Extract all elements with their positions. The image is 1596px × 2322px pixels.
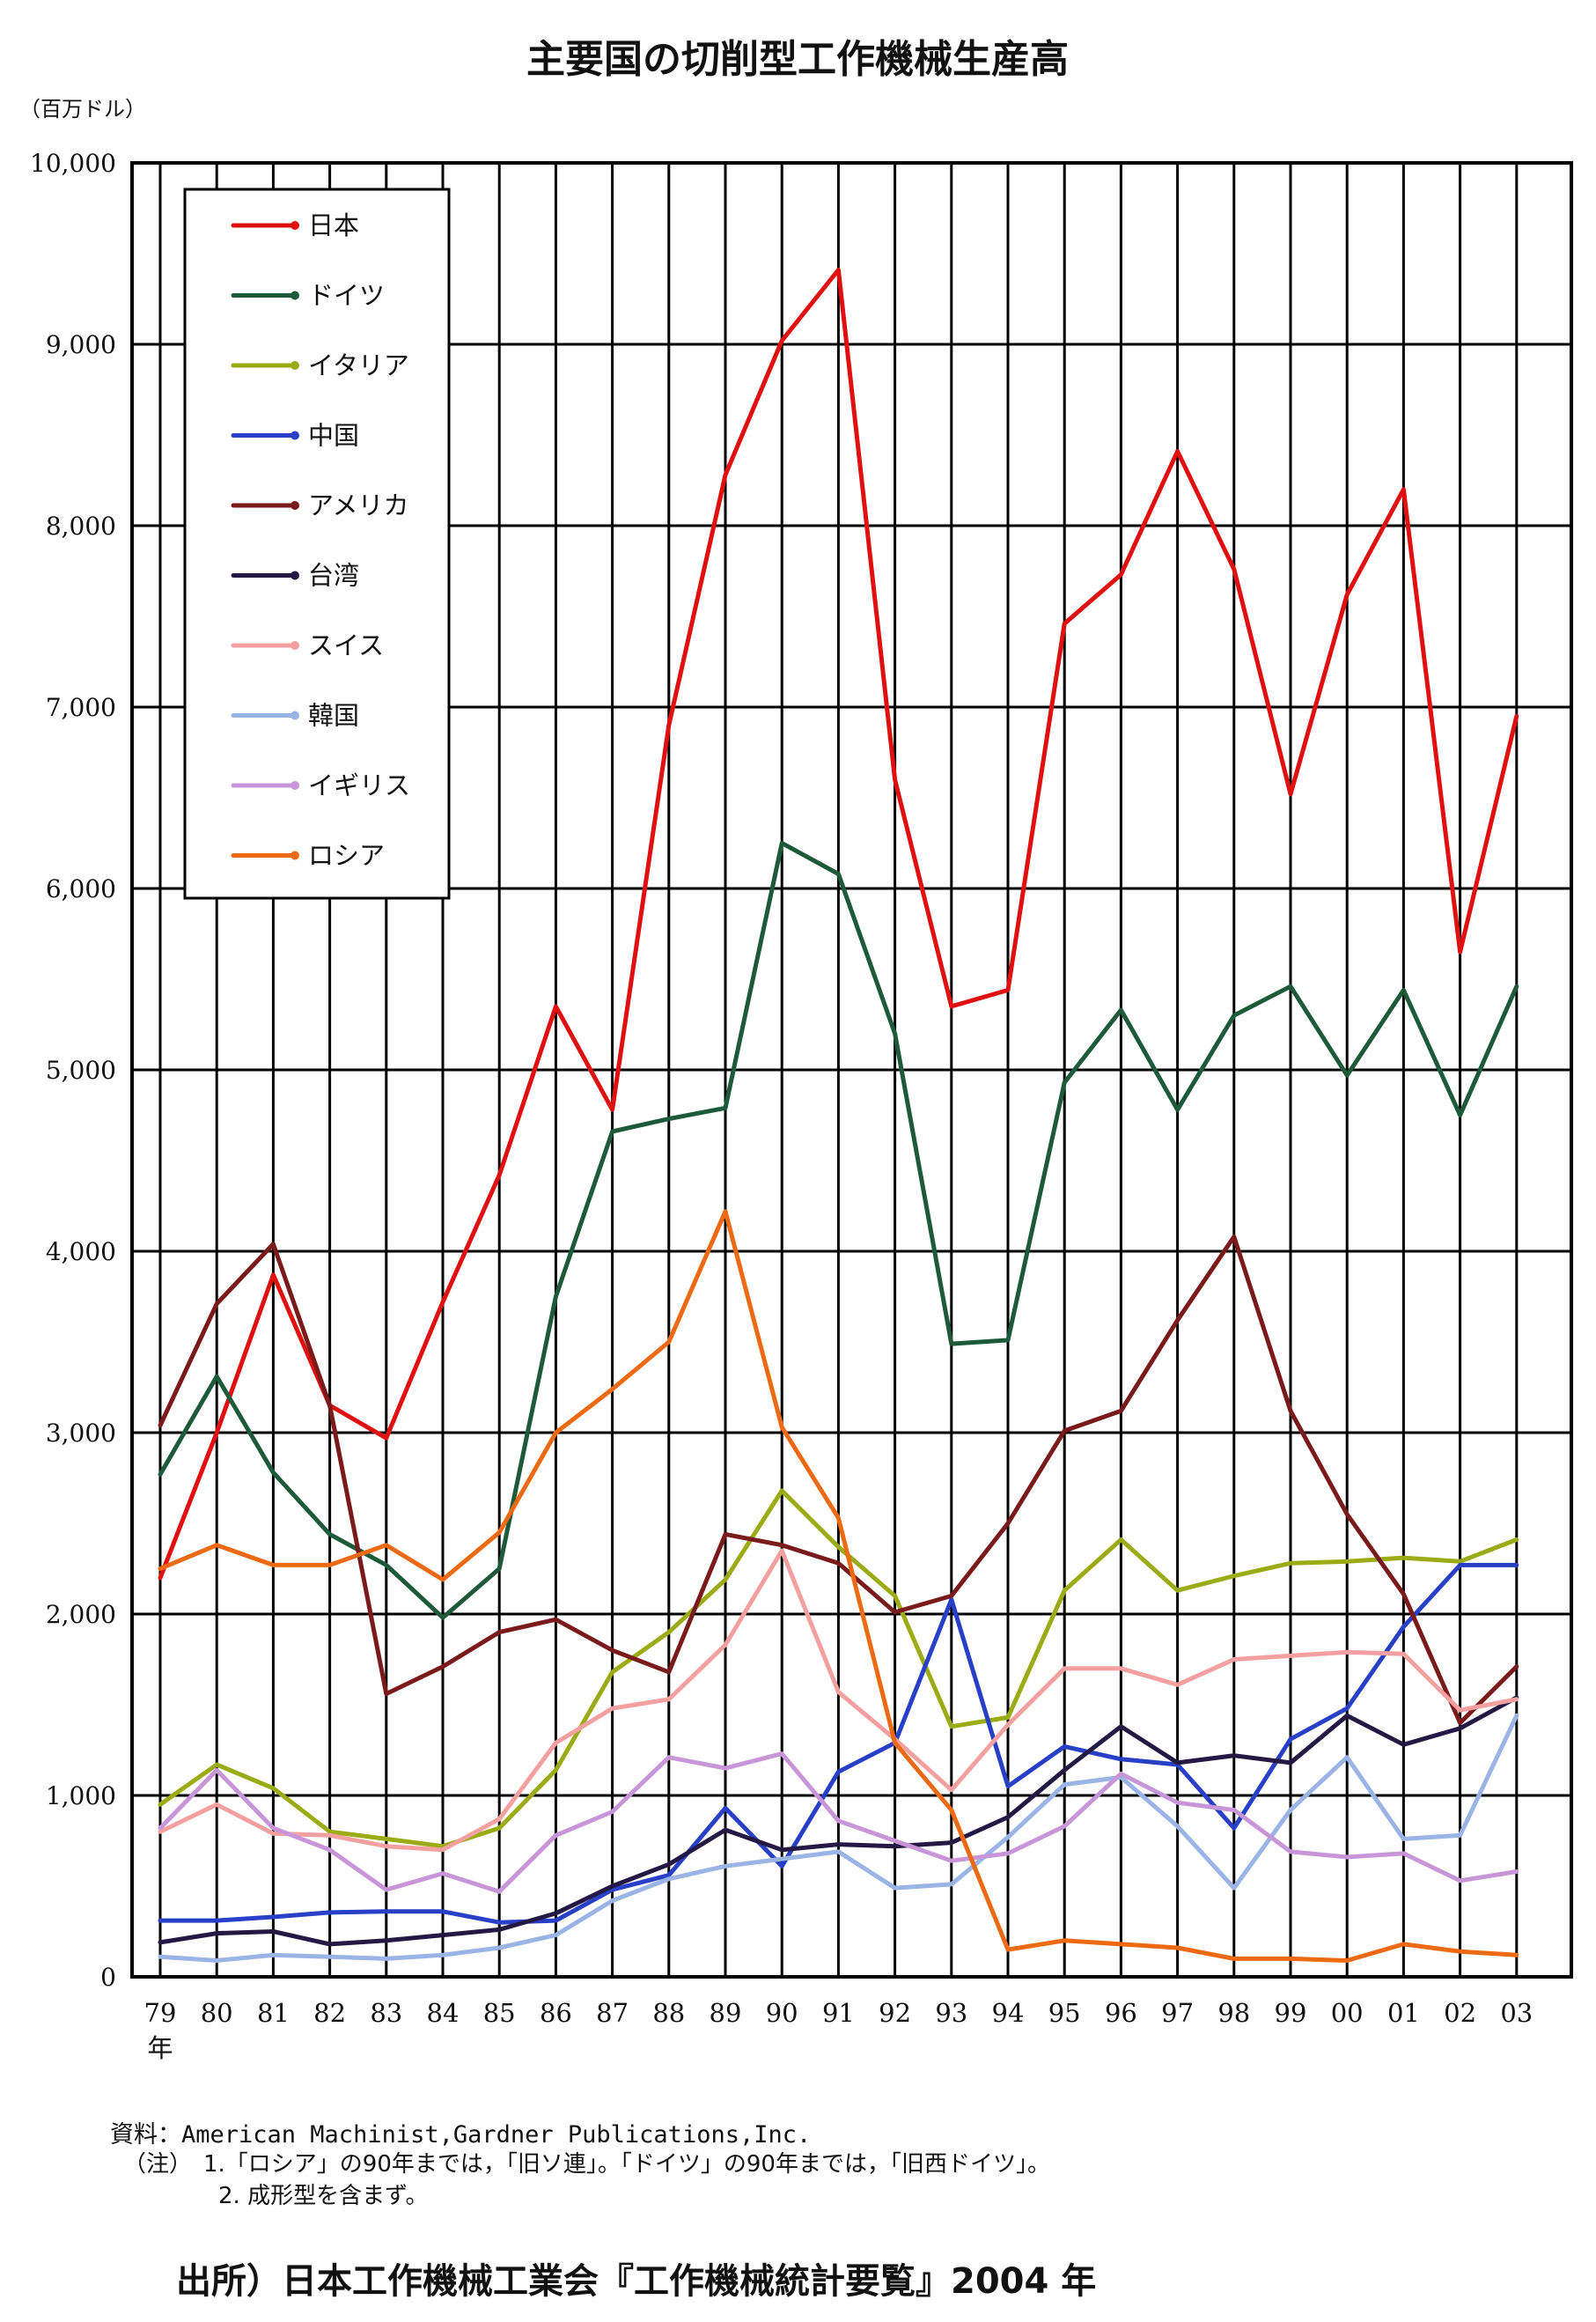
x-tick-label-24: 03 <box>1500 1998 1533 2028</box>
legend-marker-0 <box>291 221 299 230</box>
series-line-7 <box>158 1713 1519 1963</box>
x-tick-label-10: 89 <box>710 1998 742 2028</box>
x-tick-label-1: 80 <box>201 1998 233 2028</box>
legend-label-8: イギリス <box>308 770 410 800</box>
x-tick-label-0: 79 <box>144 1998 177 2028</box>
legend-label-0: 日本 <box>308 210 359 240</box>
x-tick-label-23: 02 <box>1444 1998 1476 2028</box>
legend-marker-7 <box>291 711 299 720</box>
y-tick-label-1: 1,000 <box>46 1781 116 1810</box>
legend-label-3: 中国 <box>308 421 359 451</box>
x-tick-label-6: 85 <box>483 1998 516 2028</box>
x-tick-label-9: 88 <box>652 1998 685 2028</box>
chart-title: 主要国の切削型工作機械生産高 <box>526 37 1069 82</box>
series-line-4 <box>158 1235 1519 1726</box>
x-tick-label-4: 83 <box>370 1998 402 2028</box>
x-tick-label-18: 97 <box>1161 1998 1194 2028</box>
legend-label-1: ドイツ <box>308 281 385 311</box>
chart-grid <box>132 161 1571 1979</box>
x-tick-label-19: 98 <box>1217 1998 1250 2028</box>
legend-box <box>183 188 451 900</box>
y-tick-label-7: 7,000 <box>46 693 116 722</box>
y-tick-label-5: 5,000 <box>46 1056 116 1085</box>
x-tick-label-3: 82 <box>313 1998 346 2028</box>
legend-label-2: イタリア <box>308 350 409 380</box>
footer-source: 出所）日本工作機械工業会『工作機械統計要覧』2004 年 <box>176 2261 1097 2302</box>
legend-marker-4 <box>291 501 299 510</box>
series-line-6 <box>158 1548 1519 1853</box>
legend-label-7: 韓国 <box>308 701 359 731</box>
x-tick-label-8: 87 <box>596 1998 629 2028</box>
legend-label-5: 台湾 <box>308 561 359 591</box>
y-tick-label-2: 2,000 <box>46 1600 116 1629</box>
x-tick-label-2: 81 <box>257 1998 290 2028</box>
legend-marker-8 <box>291 781 299 790</box>
legend-marker-3 <box>291 431 299 440</box>
series-line-0 <box>158 268 1519 1581</box>
plot-area-frame <box>130 161 1573 1979</box>
legend-label-4: アメリカ <box>308 490 409 520</box>
series-line-3 <box>158 1562 1519 1925</box>
x-tick-label-12: 91 <box>822 1998 855 2028</box>
series-line-1 <box>158 841 1519 1620</box>
legend-marker-9 <box>291 851 299 860</box>
x-tick-label-15: 94 <box>992 1998 1025 2028</box>
legend-marker-5 <box>291 571 299 580</box>
footnote-1: （注） 1.「ロシア」の90年までは，「旧ソ連」。「ドイツ」の90年までは，「旧… <box>123 2151 1050 2178</box>
legend-label-6: スイス <box>308 630 384 660</box>
y-tick-label-6: 6,000 <box>46 874 116 903</box>
series-line-8 <box>158 1751 1519 1894</box>
x-tick-label-21: 00 <box>1331 1998 1364 2028</box>
x-tick-label-7: 86 <box>540 1998 572 2028</box>
x-tick-label-17: 96 <box>1105 1998 1137 2028</box>
chart-series <box>158 268 1519 1963</box>
source-note: 資料：American Machinist,Gardner Publicatio… <box>110 2121 812 2149</box>
x-tick-label-16: 95 <box>1048 1998 1081 2028</box>
x-axis-year-suffix: 年 <box>147 2033 173 2063</box>
y-tick-label-10: 10,000 <box>30 149 116 178</box>
y-tick-label-8: 8,000 <box>46 512 116 541</box>
y-axis-ticks: 0 1,000 2,000 3,000 4,000 5,000 6,000 7,000 8,00… <box>30 149 116 1992</box>
series-line-9 <box>158 1209 1519 1963</box>
legend-marker-6 <box>291 641 299 650</box>
x-tick-label-11: 90 <box>766 1998 798 2028</box>
x-tick-label-5: 84 <box>427 1998 460 2028</box>
x-tick-label-20: 99 <box>1275 1998 1307 2028</box>
x-tick-label-13: 92 <box>879 1998 911 2028</box>
y-tick-label-0: 0 <box>100 1963 116 1992</box>
y-axis-unit-label: （百万ドル） <box>19 97 146 122</box>
y-tick-label-4: 4,000 <box>46 1237 116 1266</box>
x-tick-label-14: 93 <box>935 1998 967 2028</box>
legend-label-9: ロシア <box>308 841 385 871</box>
x-axis-ticks: 79 80 81 82 83 84 85 86 87 88 89 90 91 92 93 94 95 96 97 98… <box>144 1998 1533 2063</box>
x-tick-label-22: 01 <box>1387 1998 1420 2028</box>
y-tick-label-3: 3,000 <box>46 1419 116 1448</box>
legend-marker-1 <box>291 291 299 300</box>
footnote-2: 2. 成形型を含まず。 <box>218 2183 429 2209</box>
y-tick-label-9: 9,000 <box>46 330 116 359</box>
series-line-5 <box>158 1695 1519 1947</box>
series-line-2 <box>158 1488 1519 1849</box>
legend-marker-2 <box>291 361 299 370</box>
